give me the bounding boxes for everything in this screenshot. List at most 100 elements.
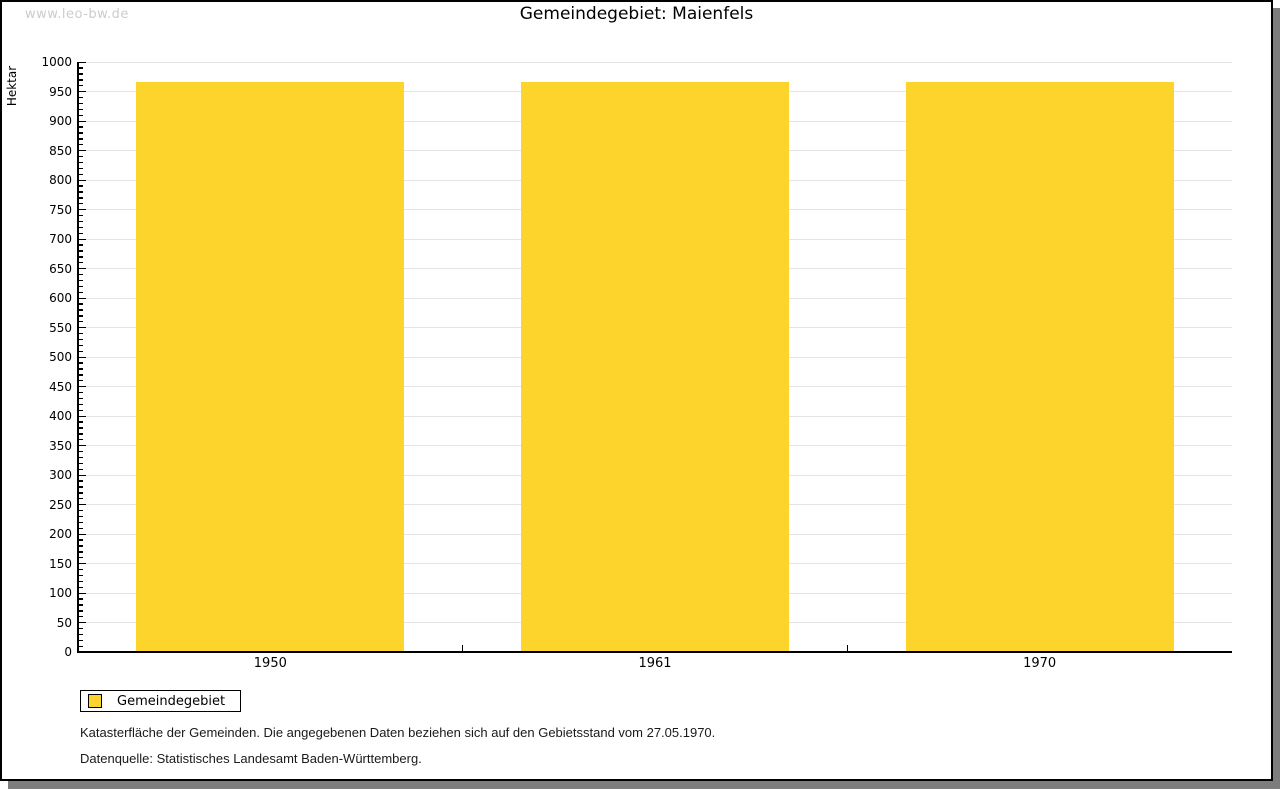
y-minor-tick: [78, 427, 83, 429]
y-minor-tick: [78, 586, 83, 588]
y-minor-tick: [78, 362, 83, 364]
y-minor-tick: [78, 338, 83, 341]
y-minor-tick: [78, 403, 83, 406]
y-minor-tick: [78, 102, 83, 105]
y-tick-label: 900: [49, 114, 72, 128]
y-tick-label: 300: [49, 468, 72, 482]
y-minor-tick: [78, 67, 83, 69]
bar-gemeindegebiet-1961: [521, 82, 789, 651]
y-minor-tick: [78, 344, 83, 347]
y-minor-tick: [78, 161, 83, 164]
site-watermark: www.leo-bw.de: [25, 7, 129, 22]
y-minor-tick: [78, 226, 83, 229]
y-tick-label: 800: [49, 173, 72, 187]
y-minor-tick: [78, 114, 83, 116]
y-minor-tick: [78, 391, 83, 394]
y-minor-tick: [78, 509, 83, 512]
y-minor-tick: [78, 568, 83, 571]
y-major-tick: [78, 297, 86, 299]
y-minor-tick: [78, 256, 83, 258]
y-major-tick: [78, 61, 86, 63]
y-minor-tick: [78, 610, 83, 612]
y-tick-label: 400: [49, 409, 72, 423]
y-gridline: [78, 61, 1232, 63]
y-minor-tick: [78, 545, 83, 547]
y-minor-tick: [78, 185, 83, 187]
y-minor-tick: [78, 462, 83, 465]
y-tick-label: 50: [56, 615, 72, 630]
y-minor-tick: [78, 250, 83, 252]
y-tick-label: 500: [49, 350, 72, 364]
y-minor-tick: [78, 580, 83, 583]
y-minor-tick: [78, 350, 83, 352]
y-minor-tick: [78, 273, 83, 276]
y-minor-tick: [78, 155, 83, 158]
y-major-tick: [78, 356, 86, 358]
y-minor-tick: [78, 132, 83, 134]
y-tick-label: 650: [49, 261, 72, 276]
y-minor-tick: [78, 191, 83, 193]
y-minor-tick: [78, 633, 83, 636]
y-major-tick: [78, 592, 86, 594]
y-tick-label: 1000: [41, 55, 72, 69]
footnote-source: Datenquelle: Statistisches Landesamt Bad…: [80, 751, 422, 766]
y-tick-label: 350: [49, 438, 72, 453]
x-tick-label: 1961: [638, 656, 672, 671]
y-major-tick: [78, 150, 86, 152]
y-minor-tick: [78, 291, 83, 293]
y-minor-tick: [78, 492, 83, 494]
y-minor-tick: [78, 380, 83, 382]
y-major-tick: [78, 268, 86, 270]
y-minor-tick: [78, 368, 83, 370]
y-minor-tick: [78, 468, 83, 470]
y-minor-tick: [78, 232, 83, 234]
y-minor-tick: [78, 557, 83, 559]
y-minor-tick: [78, 108, 83, 111]
y-major-tick: [78, 327, 86, 329]
y-tick-label: 150: [49, 556, 72, 571]
y-tick-label: 200: [49, 527, 72, 541]
y-minor-tick: [78, 498, 83, 500]
y-minor-tick: [78, 79, 83, 81]
y-tick-label: 450: [49, 379, 72, 394]
y-minor-tick: [78, 138, 83, 140]
y-minor-tick: [78, 480, 83, 482]
y-minor-tick: [78, 421, 83, 423]
y-minor-tick: [78, 486, 83, 488]
legend-swatch-icon: [88, 694, 102, 708]
y-major-tick: [78, 504, 86, 506]
y-minor-tick: [78, 409, 83, 411]
x-boundary-tick: [846, 645, 849, 651]
y-minor-tick: [78, 639, 83, 642]
y-tick-label: 550: [49, 320, 72, 335]
y-minor-tick: [78, 197, 83, 199]
footnote-description: Katasterfläche der Gemeinden. Die angege…: [80, 725, 716, 740]
y-minor-tick: [78, 96, 83, 99]
y-minor-tick: [78, 73, 83, 75]
y-tick-label: 950: [49, 84, 72, 99]
y-major-tick: [78, 533, 86, 535]
y-tick-label: 750: [49, 202, 72, 217]
y-minor-tick: [78, 521, 83, 524]
y-minor-tick: [78, 574, 83, 577]
y-major-tick: [78, 91, 86, 93]
bar-gemeindegebiet-1950: [136, 82, 404, 651]
y-minor-tick: [78, 456, 83, 459]
y-minor-tick: [78, 315, 83, 317]
chart-title: Gemeindegebiet: Maienfels: [519, 4, 754, 24]
y-tick-label: 700: [49, 232, 72, 246]
y-minor-tick: [78, 262, 83, 264]
y-major-tick: [78, 474, 86, 476]
y-minor-tick: [78, 439, 83, 441]
y-tick-label: 100: [49, 586, 72, 600]
y-minor-tick: [78, 220, 83, 223]
y-major-tick: [78, 415, 86, 417]
y-minor-tick: [78, 397, 83, 400]
y-minor-tick: [78, 285, 83, 288]
y-minor-tick: [78, 515, 83, 518]
y-minor-tick: [78, 332, 83, 335]
y-major-tick: [78, 120, 86, 122]
y-minor-tick: [78, 616, 83, 618]
y-tick-label: 250: [49, 497, 72, 512]
bar-gemeindegebiet-1970: [906, 82, 1174, 651]
